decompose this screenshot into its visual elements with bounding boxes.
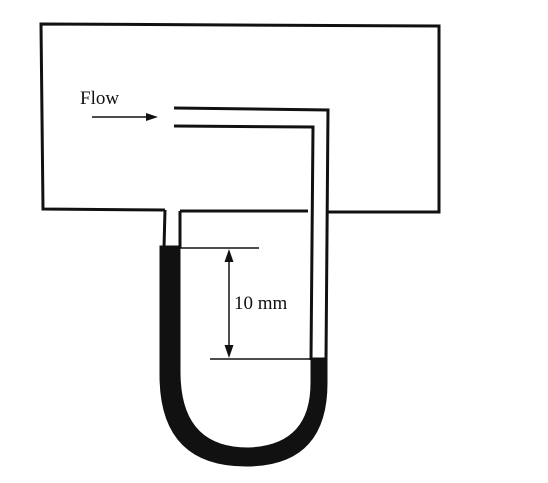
manometer-fluid xyxy=(159,245,328,467)
duct-outline xyxy=(39,22,441,214)
manometer-left-leg xyxy=(162,209,182,249)
flow-label: Flow xyxy=(80,88,119,109)
left-leg-outer-wall xyxy=(162,209,167,249)
pitot-tube xyxy=(173,106,330,361)
pitot-tube-inner-wall xyxy=(173,124,315,361)
duct-boundary xyxy=(39,22,441,214)
pitot-tube-outer-wall xyxy=(173,106,330,361)
measurement-label: 10 mm xyxy=(234,293,288,314)
flow-arrow-icon xyxy=(92,113,158,121)
dimension-arrow-icon xyxy=(224,249,234,358)
level-reference-lines xyxy=(164,247,326,360)
